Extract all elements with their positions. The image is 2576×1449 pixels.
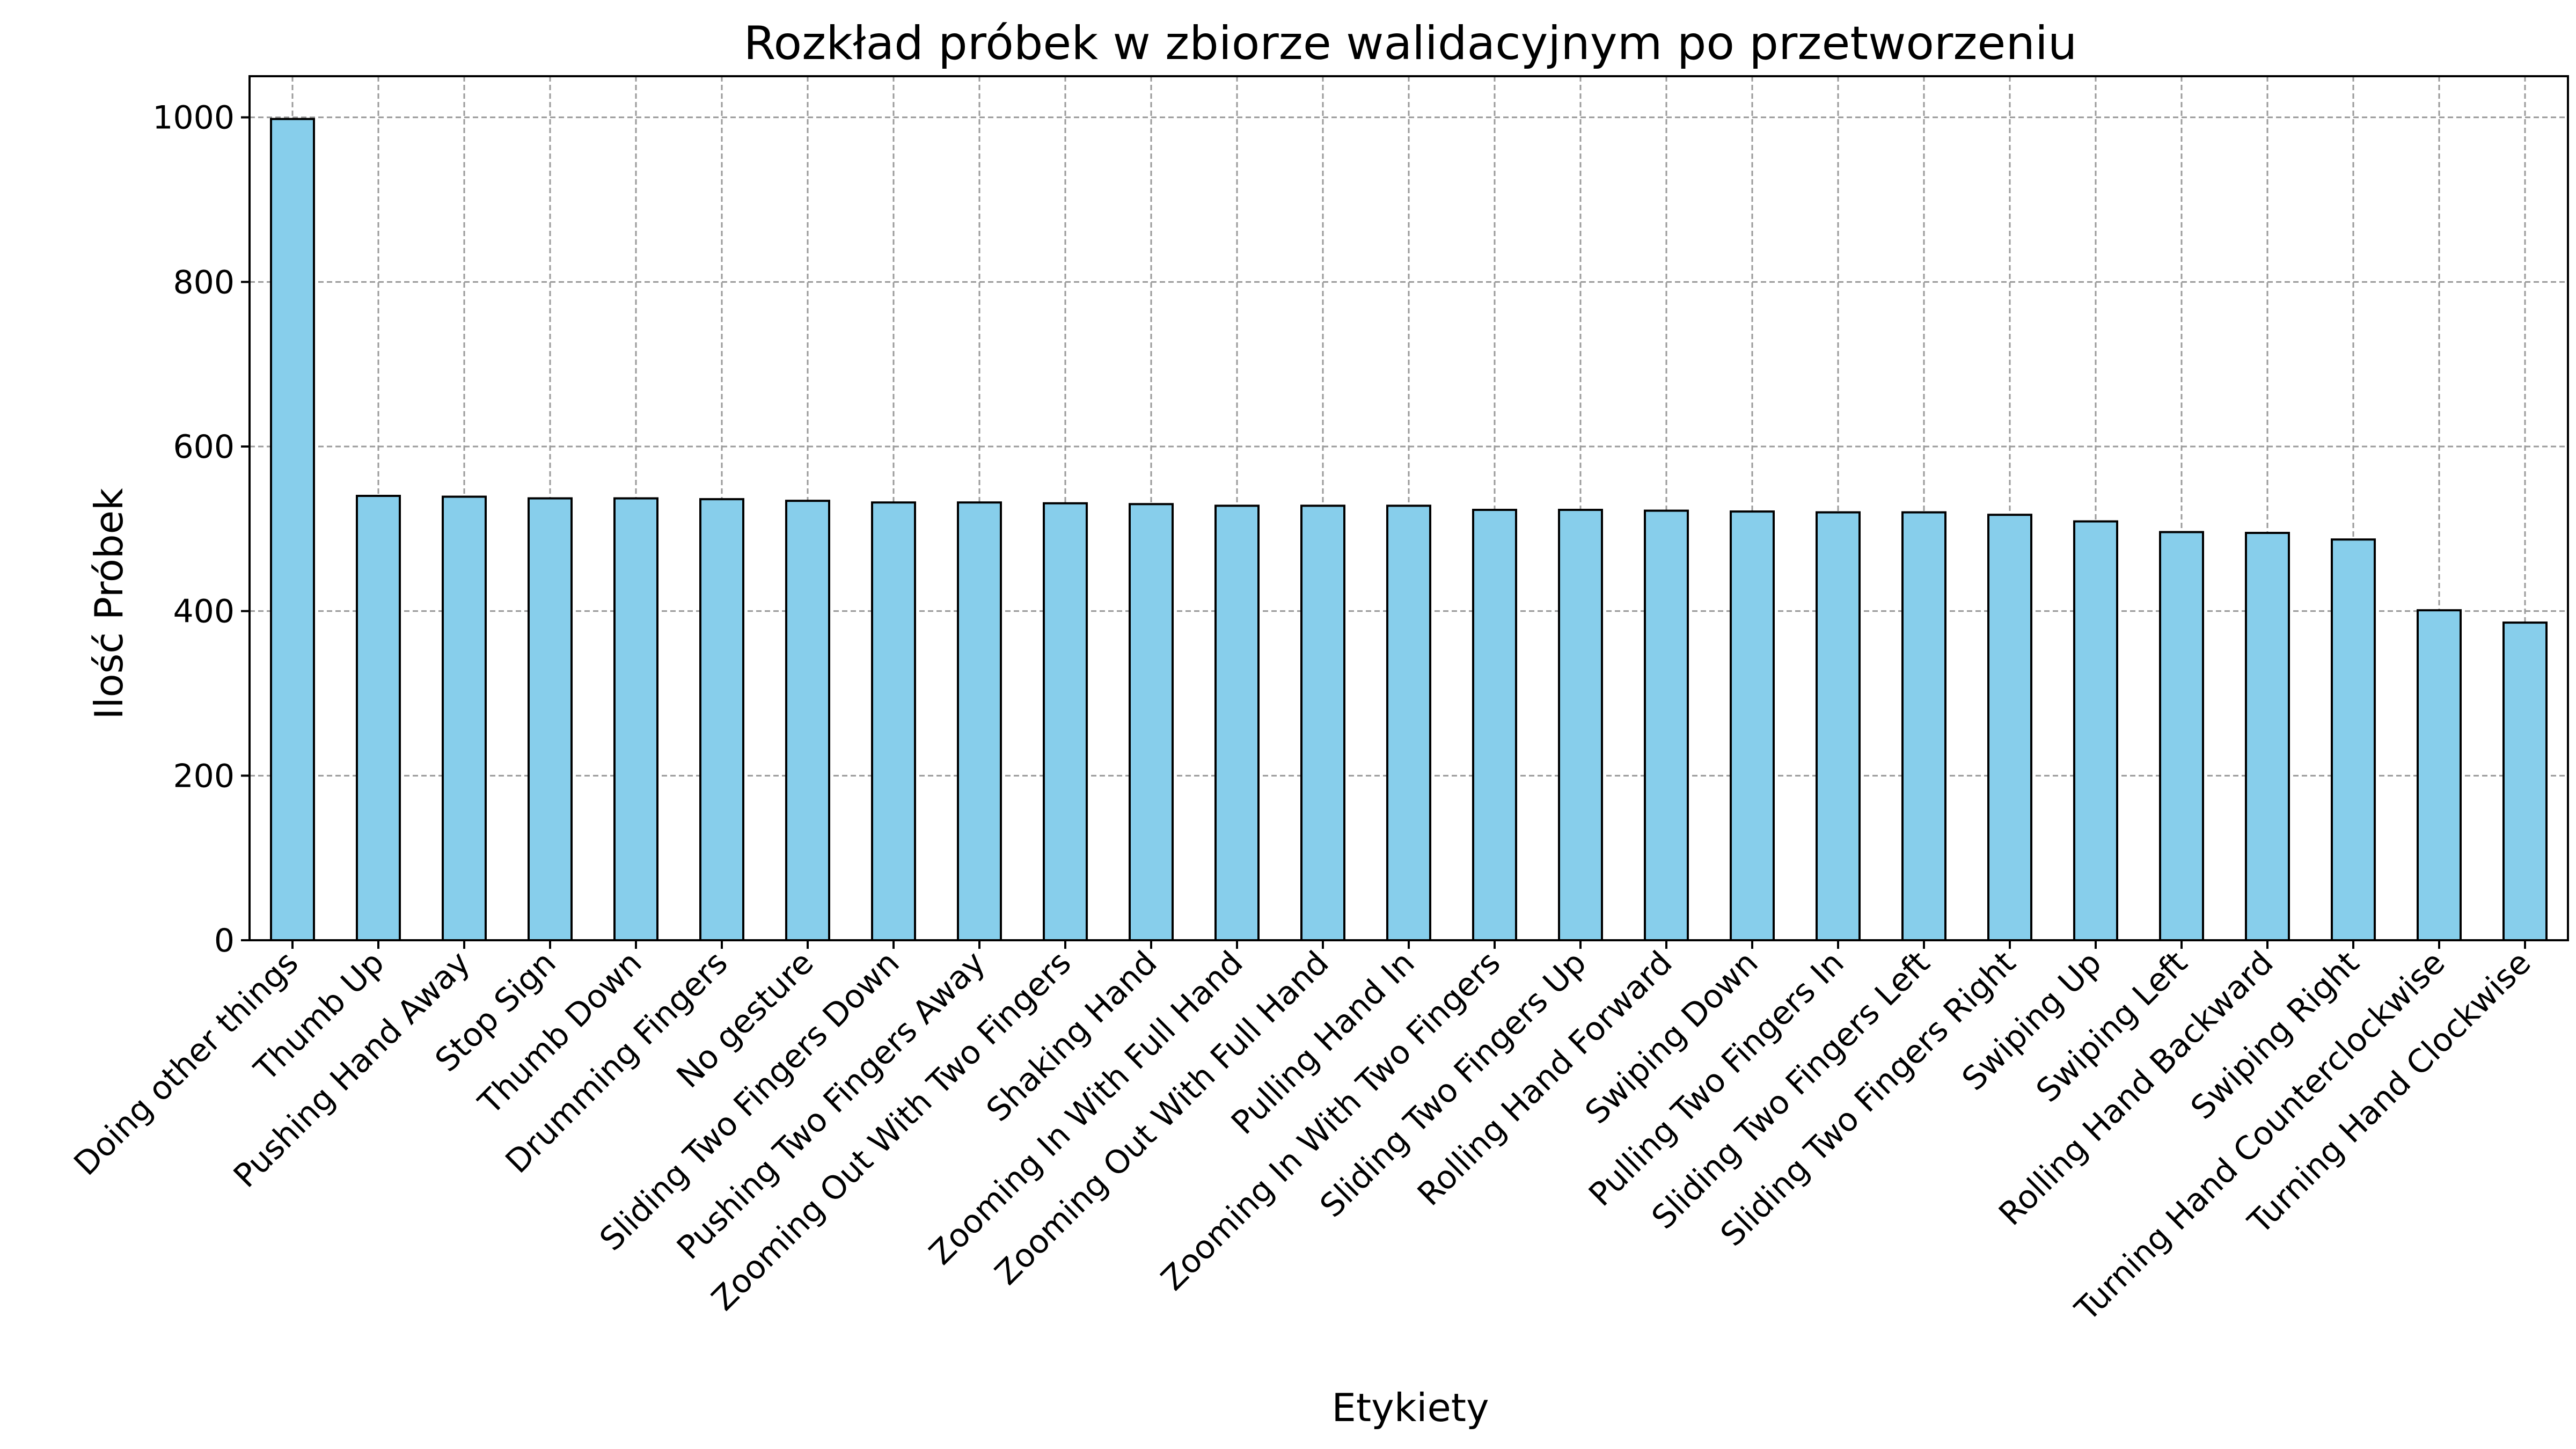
bar [1472,509,1517,941]
bar [1730,510,1775,941]
bar [957,501,1002,941]
bar [442,495,487,941]
bar [2417,609,2462,941]
bar [1386,504,1431,941]
bar [1043,502,1088,941]
bar [2073,520,2118,941]
bar [2331,538,2376,941]
bar [1558,509,1603,941]
bar [356,495,401,941]
y-axis-ticks: 0 200 400 600 800 1000 [152,99,250,960]
y-tick-label: 800 [173,264,235,301]
bar [2245,532,2290,941]
bar [1214,504,1260,941]
bar [1300,504,1345,941]
bar [528,497,573,941]
bar [270,118,315,942]
x-tick-label: Swiping Left [2029,944,2195,1110]
bar [1129,503,1174,941]
bar [785,500,830,941]
bar [871,501,916,941]
bars [270,118,2548,942]
y-tick-label: 600 [173,428,235,466]
y-tick-label: 400 [173,593,235,631]
bar [613,497,658,941]
bar [1901,511,1946,941]
chart-title: Rozkład próbek w zbiorze walidacyjnym po… [744,17,2077,70]
bar [2502,621,2548,941]
y-tick-label: 1000 [152,99,235,137]
x-tick-label: Zooming In With Full Hand [922,944,1250,1272]
bar [1816,511,1861,941]
bar [1644,509,1689,941]
bar [699,498,744,941]
bar [2159,531,2204,941]
y-axis-label: Ilość Próbek [86,488,131,719]
y-tick-label: 200 [173,757,235,795]
y-tick-label: 0 [214,922,235,960]
x-axis-label: Etykiety [1331,1385,1489,1430]
bar [1987,514,2032,941]
